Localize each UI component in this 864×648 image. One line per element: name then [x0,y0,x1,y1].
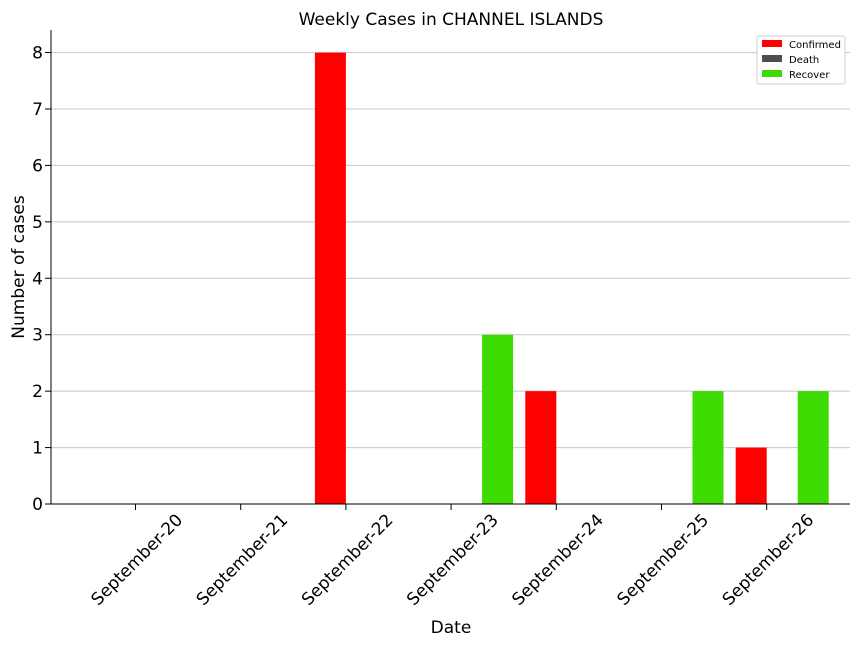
x-tick-label: September-20 [88,510,187,609]
legend-label-confirmed: Confirmed [789,40,841,51]
y-tick-label: 5 [32,213,43,233]
legend-swatch-recover [762,70,782,77]
x-tick-label: September-25 [614,510,713,609]
y-tick-label: 3 [32,326,43,346]
bar-confirmed-september-24 [525,391,557,504]
x-tick-label: September-22 [298,510,397,609]
y-tick-label: 2 [32,382,43,402]
bar-recover-september-23 [482,334,514,504]
legend: Confirmed Death Recover [756,35,846,85]
legend-swatch-confirmed [762,40,782,47]
y-tick-label: 4 [32,269,43,289]
y-axis-label: Number of cases [9,195,29,339]
x-tick-label: September-21 [193,510,292,609]
legend-label-death: Death [789,55,819,66]
bar-confirmed-september-22 [314,52,346,504]
bar-confirmed-september-26 [735,447,767,504]
bars [314,52,829,504]
y-ticks: 0 1 2 3 4 5 6 7 8 [32,44,51,515]
x-tick-label: September-23 [403,510,502,609]
x-tick-label: September-26 [719,510,818,609]
y-tick-label: 1 [32,439,43,459]
x-tick-label: September-24 [508,510,607,609]
x-ticks: September-20 September-21 September-22 Sept… [88,504,818,610]
chart-title: Weekly Cases in CHANNEL ISLANDS [299,10,604,30]
y-tick-label: 6 [32,156,43,176]
y-tick-label: 7 [32,100,43,120]
bar-recover-september-25 [692,391,724,504]
legend-label-recover: Recover [789,70,830,81]
y-tick-label: 8 [32,44,43,64]
x-axis-label: Date [431,618,472,638]
gridlines [51,52,850,449]
y-tick-label: 0 [32,495,43,515]
legend-swatch-death [762,55,782,62]
axes [50,30,850,505]
bar-recover-september-26 [797,391,829,504]
